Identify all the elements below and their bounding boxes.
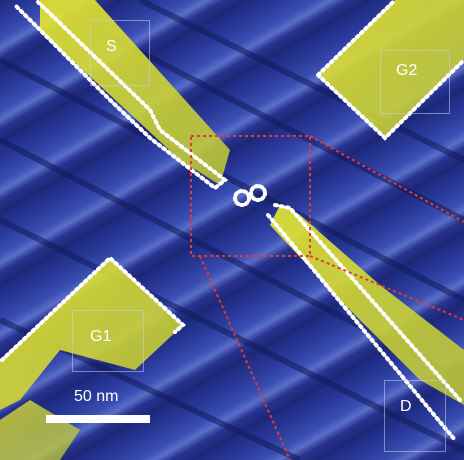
domain-g1 — [0, 258, 183, 410]
outline-s — [13, 0, 229, 191]
label-g1: G1 — [90, 328, 112, 345]
label-box-g1 — [72, 310, 144, 372]
inset-leader-top — [309, 135, 464, 223]
outline-g2 — [316, 0, 464, 141]
hex-marker-2 — [249, 184, 267, 202]
domain-s — [40, 0, 230, 185]
label-box-g2 — [380, 50, 450, 114]
inset-leader-right — [309, 255, 464, 321]
label-box-d — [384, 380, 446, 452]
scale-bar — [46, 415, 150, 423]
domain-outlines — [0, 0, 464, 442]
domain-g2 — [320, 0, 464, 138]
label-s: S — [106, 38, 117, 55]
domain-lower-left — [0, 400, 80, 460]
label-d: D — [400, 398, 412, 415]
hex-marker-1 — [233, 189, 251, 207]
outline-d — [266, 203, 462, 442]
label-box-s — [90, 20, 150, 86]
inset-leader-bottom — [199, 255, 291, 460]
outline-g1 — [0, 255, 186, 362]
domain-d — [270, 205, 464, 405]
label-g2: G2 — [396, 62, 418, 79]
scale-bar-label: 50 nm — [74, 388, 119, 405]
inset-box — [190, 135, 464, 460]
